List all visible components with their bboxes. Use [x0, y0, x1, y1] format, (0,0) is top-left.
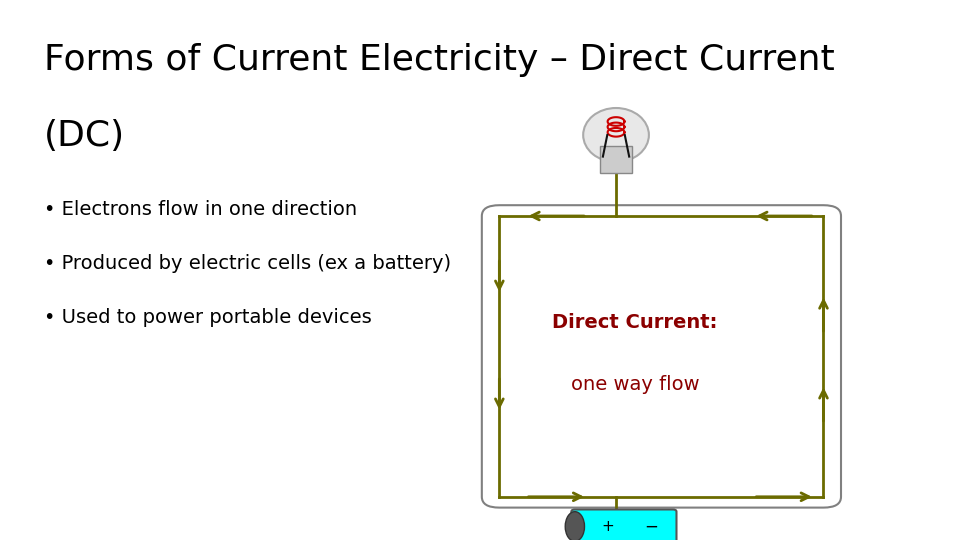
Text: +: +	[601, 519, 613, 534]
Text: Forms of Current Electricity – Direct Current: Forms of Current Electricity – Direct Cu…	[44, 43, 834, 77]
Ellipse shape	[583, 108, 649, 162]
FancyBboxPatch shape	[571, 510, 677, 540]
FancyBboxPatch shape	[600, 146, 632, 173]
Text: one way flow: one way flow	[571, 375, 700, 394]
Text: • Produced by electric cells (ex a battery): • Produced by electric cells (ex a batte…	[44, 254, 451, 273]
Text: • Used to power portable devices: • Used to power portable devices	[44, 308, 372, 327]
Text: −: −	[644, 517, 658, 536]
Text: Direct Current:: Direct Current:	[552, 313, 718, 332]
FancyBboxPatch shape	[482, 205, 841, 508]
Ellipse shape	[565, 512, 585, 540]
Text: • Electrons flow in one direction: • Electrons flow in one direction	[44, 200, 357, 219]
Text: (DC): (DC)	[44, 119, 125, 153]
